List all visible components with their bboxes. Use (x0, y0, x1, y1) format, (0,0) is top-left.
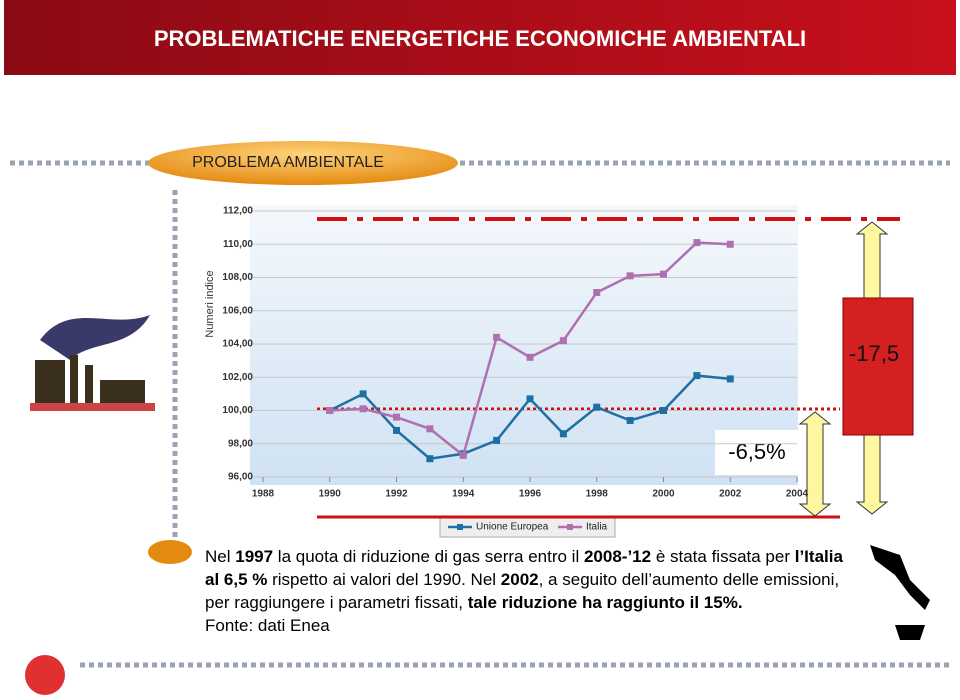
header-title: PROBLEMATICHE ENERGETICHE ECONOMICHE AMB… (154, 26, 806, 51)
y-axis-label: Numeri indice (204, 270, 216, 337)
x-tick-label: 2000 (652, 489, 675, 500)
data-point (393, 426, 400, 434)
data-point (359, 390, 367, 398)
data-point (393, 413, 400, 421)
target-label: -6,5% (728, 439, 785, 464)
paragraph-line: Fonte: dati Enea (205, 614, 865, 637)
text-segment: per raggiungere i parametri fissati, (205, 593, 468, 612)
y-tick-label: 102,00 (222, 372, 253, 383)
data-point (660, 270, 667, 278)
legend-label: Italia (586, 522, 608, 533)
section-oval (148, 141, 458, 185)
text-segment: , a seguito dell’aumento delle emissioni… (538, 570, 840, 589)
data-point (493, 436, 501, 444)
x-tick-label: 1990 (319, 489, 342, 500)
text-segment: Nel (205, 547, 236, 566)
data-point (593, 403, 601, 411)
x-tick-label: 2004 (786, 489, 809, 500)
y-tick-label: 104,00 (222, 339, 253, 350)
y-tick-label: 100,00 (222, 405, 253, 416)
data-point (660, 407, 667, 414)
text-segment: 2008-’12 (583, 547, 652, 566)
y-tick-label: 106,00 (222, 305, 253, 316)
text-segment: l’Italia (794, 547, 843, 566)
data-point (493, 333, 501, 341)
text-segment: Fonte: dati Enea (205, 616, 330, 635)
data-point (693, 239, 701, 247)
gap-box (842, 297, 914, 436)
paragraph-line: Nel 1997 la quota di riduzione di gas se… (205, 545, 865, 568)
data-point (559, 430, 567, 438)
x-tick-label: 1988 (252, 489, 275, 500)
data-point (626, 272, 634, 280)
section-title: PROBLEMA AMBIENTALE (192, 154, 384, 171)
data-point (459, 451, 467, 459)
legend-marker (457, 524, 463, 530)
data-point (359, 405, 367, 413)
y-tick-label: 112,00 (223, 206, 253, 217)
y-tick-label: 108,00 (222, 272, 253, 283)
y-tick-label: 96,00 (228, 472, 253, 483)
paragraph: Nel 1997 la quota di riduzione di gas se… (205, 545, 865, 637)
header-band (4, 0, 956, 75)
paragraph-line: al 6,5 % rispetto ai valori del 1990. Ne… (205, 568, 865, 591)
data-point (326, 407, 334, 414)
data-point (526, 353, 534, 361)
data-point (426, 425, 434, 433)
text-segment: al 6,5 % (205, 570, 268, 589)
gap-label: -17,5 (849, 341, 899, 366)
x-tick-label: 1992 (385, 489, 408, 500)
x-tick-label: 1996 (519, 489, 542, 500)
text-segment: 2002 (500, 570, 539, 589)
data-point (726, 240, 734, 248)
italy-map (870, 545, 930, 640)
x-tick-label: 2002 (719, 489, 742, 500)
plot-area (250, 205, 798, 485)
arrow (798, 411, 832, 517)
data-point (726, 375, 734, 383)
y-tick-label: 98,00 (228, 438, 253, 449)
data-point (526, 395, 534, 403)
text-segment: 1997 (235, 547, 274, 566)
bullet-oval (148, 540, 192, 564)
legend-label: Unione Europea (476, 522, 549, 533)
logo (25, 655, 65, 695)
target-box (715, 430, 800, 475)
text-segment: la quota di riduzione di gas serra entro… (273, 547, 584, 566)
x-tick-label: 1994 (452, 489, 475, 500)
text-segment: rispetto ai valori del 1990. Nel (267, 570, 501, 589)
data-point (693, 372, 701, 380)
data-point (426, 455, 434, 463)
data-point (626, 416, 634, 424)
legend-marker (567, 524, 573, 530)
text-segment: tale riduzione ha raggiunto il 15%. (467, 593, 743, 612)
factory-icon (30, 315, 155, 411)
y-tick-label: 110,00 (223, 239, 253, 250)
data-point (593, 288, 601, 296)
x-tick-label: 1998 (586, 489, 609, 500)
text-segment: è stata fissata per (651, 547, 795, 566)
paragraph-line: per raggiungere i parametri fissati, tal… (205, 591, 865, 614)
data-point (559, 337, 567, 345)
